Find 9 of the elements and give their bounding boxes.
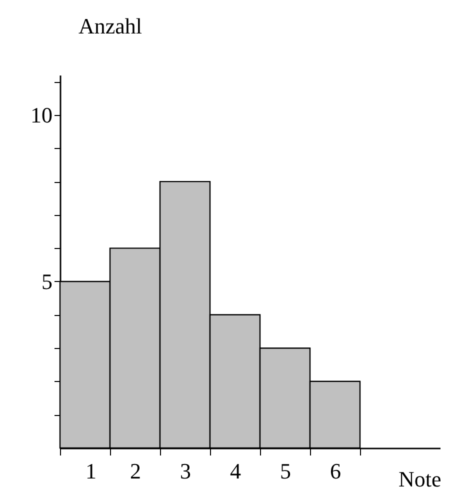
x-tick-label: 5 [280,458,291,484]
y-tick-label: 10 [30,102,52,128]
x-tick-label: 4 [230,458,241,484]
y-axis-title: Anzahl [78,14,142,38]
x-tick-label: 1 [86,458,96,484]
x-axis-title: Note [398,466,442,492]
x-tick-label: 6 [330,458,341,484]
x-tick-label: 3 [180,458,191,484]
x-tick-label: 2 [130,458,141,484]
